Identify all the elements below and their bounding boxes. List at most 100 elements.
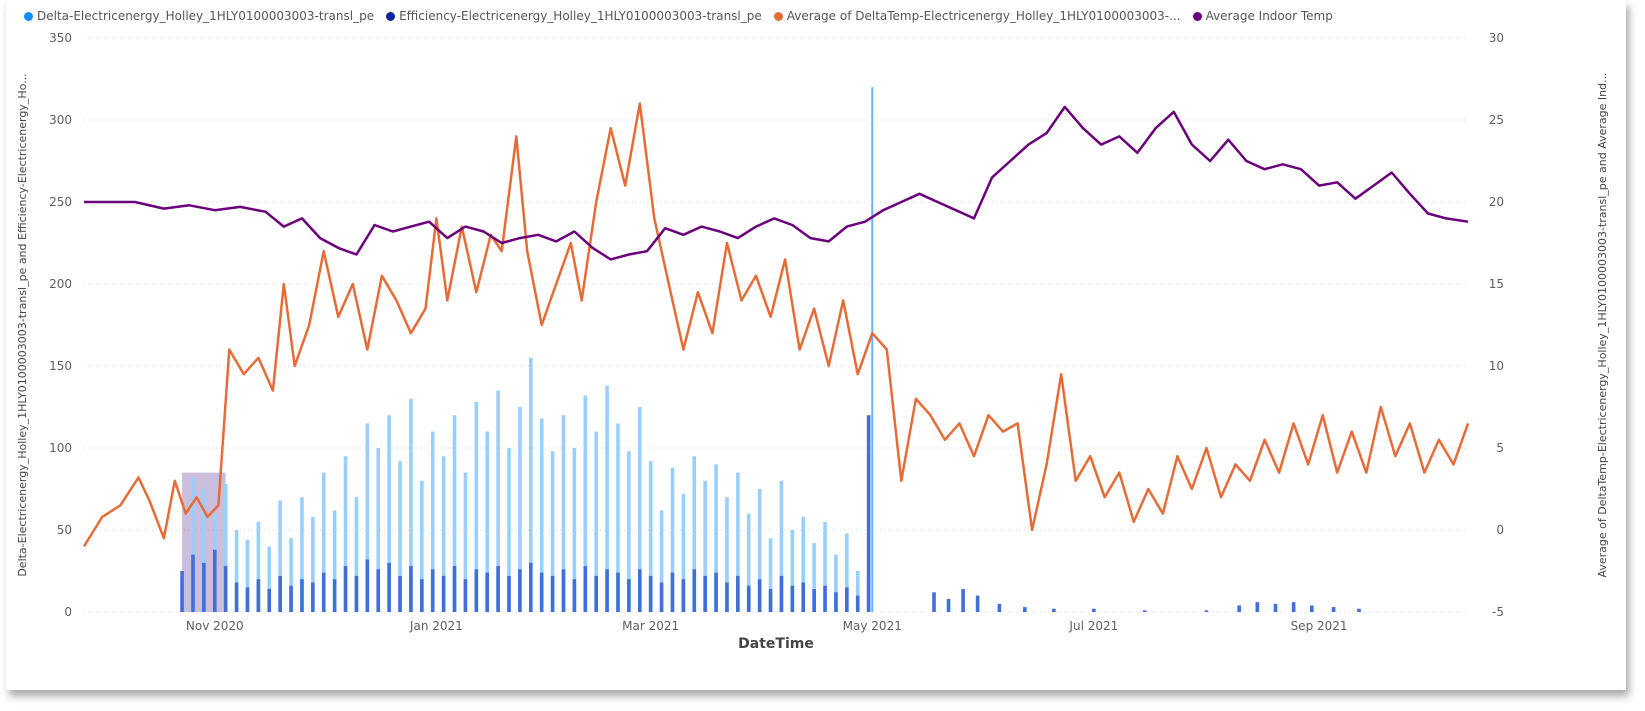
bar (845, 587, 849, 612)
bar (343, 566, 348, 612)
line-series (82, 102, 1470, 548)
bar (278, 575, 282, 612)
legend-item-delta[interactable]: Delta-Electricenergy_Holley_1HLY01000030… (24, 9, 374, 23)
bar (648, 461, 653, 612)
legend-label-indoor-temp: Average Indoor Temp (1205, 9, 1333, 23)
bar (768, 589, 773, 612)
bar (496, 390, 500, 612)
y-left-tick-label: 250 (49, 195, 72, 209)
legend-item-indoor-temp[interactable]: Average Indoor Temp (1192, 9, 1333, 23)
bar (932, 592, 936, 612)
bar (278, 500, 282, 612)
bar (202, 562, 206, 612)
bar (866, 415, 871, 612)
bar (670, 572, 675, 612)
bar (572, 448, 577, 612)
legend-item-delta-temp[interactable]: Average of DeltaTemp-Electricenergy_Holl… (773, 9, 1181, 23)
y-left-tick-label: 0 (64, 605, 72, 619)
bar (812, 543, 816, 612)
legend-dot-efficiency (386, 11, 396, 21)
bar (376, 448, 381, 612)
bar (561, 415, 566, 612)
y-left-tick-label: 300 (49, 113, 72, 127)
y-axis-right-title: Average of DeltaTemp-Electricenergy_Holl… (1596, 72, 1609, 577)
bar (343, 456, 348, 612)
bar (703, 575, 707, 612)
bar (757, 579, 762, 612)
bar (452, 415, 457, 612)
bar (420, 480, 424, 612)
bar (736, 472, 740, 612)
bar (637, 407, 642, 612)
bar (946, 598, 951, 612)
legend-dot-indoor-temp (1192, 11, 1202, 21)
bar (202, 489, 206, 612)
bar (1291, 602, 1296, 612)
bar (692, 456, 697, 612)
bar (605, 385, 609, 612)
bar (332, 579, 337, 612)
bar (212, 549, 217, 612)
bar (1255, 602, 1260, 612)
y-right-tick-label: 20 (1489, 195, 1504, 209)
bar (430, 569, 435, 612)
x-tick-label: Jul 2021 (1068, 619, 1118, 633)
bar (245, 539, 250, 612)
bar (300, 579, 304, 612)
bar (539, 418, 544, 612)
bar (746, 585, 751, 612)
bar (518, 407, 522, 612)
legend-item-efficiency[interactable]: Efficiency-Electricenergy_Holley_1HLY010… (386, 9, 762, 23)
x-tick-label: Nov 2020 (186, 619, 244, 633)
y-right-tick-label: 30 (1489, 31, 1504, 45)
bar (812, 589, 816, 612)
bar (1052, 608, 1056, 612)
bar (354, 497, 359, 612)
line-series (84, 105, 1469, 261)
y-left-tick-label: 200 (49, 277, 72, 291)
bar (779, 480, 784, 612)
bar (714, 572, 718, 612)
y-left-tick-label: 350 (49, 31, 72, 45)
legend-label-efficiency: Efficiency-Electricenergy_Holley_1HLY010… (399, 9, 762, 23)
bar (703, 480, 707, 612)
bar (736, 575, 740, 612)
y-left-tick-label: 50 (57, 523, 72, 537)
bar (790, 585, 795, 612)
bar (463, 579, 468, 612)
bar (234, 582, 239, 612)
bar (300, 497, 304, 612)
bar (1357, 608, 1361, 612)
bar (398, 575, 402, 612)
y-right-tick-label: -5 (1492, 605, 1504, 619)
bar (572, 579, 577, 612)
bar (768, 538, 773, 612)
bar (1331, 607, 1336, 612)
bar (365, 559, 370, 612)
bar (409, 398, 413, 612)
bar (627, 579, 631, 612)
bar (583, 395, 588, 612)
bar (441, 575, 446, 612)
bar (529, 562, 533, 612)
bar (420, 579, 424, 612)
bar (616, 572, 620, 612)
grid-lines (84, 37, 1468, 613)
bar (376, 569, 381, 612)
bar (725, 582, 729, 612)
y-right-tick-label: 5 (1496, 441, 1504, 455)
bar (321, 472, 326, 612)
bar (1204, 610, 1209, 612)
y-left-tick-label: 150 (49, 359, 72, 373)
legend-dot-delta (24, 11, 33, 21)
chart-plot: 0 50 100 150 200 250 300 350 -5 0 5 10 15 20 25 30 Nov… (16, 31, 1609, 652)
bar (234, 530, 239, 612)
bar (757, 489, 762, 612)
bar (790, 530, 795, 612)
bar (1023, 607, 1027, 612)
y-right-tick-label: 0 (1496, 523, 1504, 537)
legend-label-delta-temp: Average of DeltaTemp-Electricenergy_Holl… (786, 9, 1181, 23)
bar (1092, 608, 1096, 612)
bar (496, 566, 500, 612)
bar (845, 533, 849, 612)
